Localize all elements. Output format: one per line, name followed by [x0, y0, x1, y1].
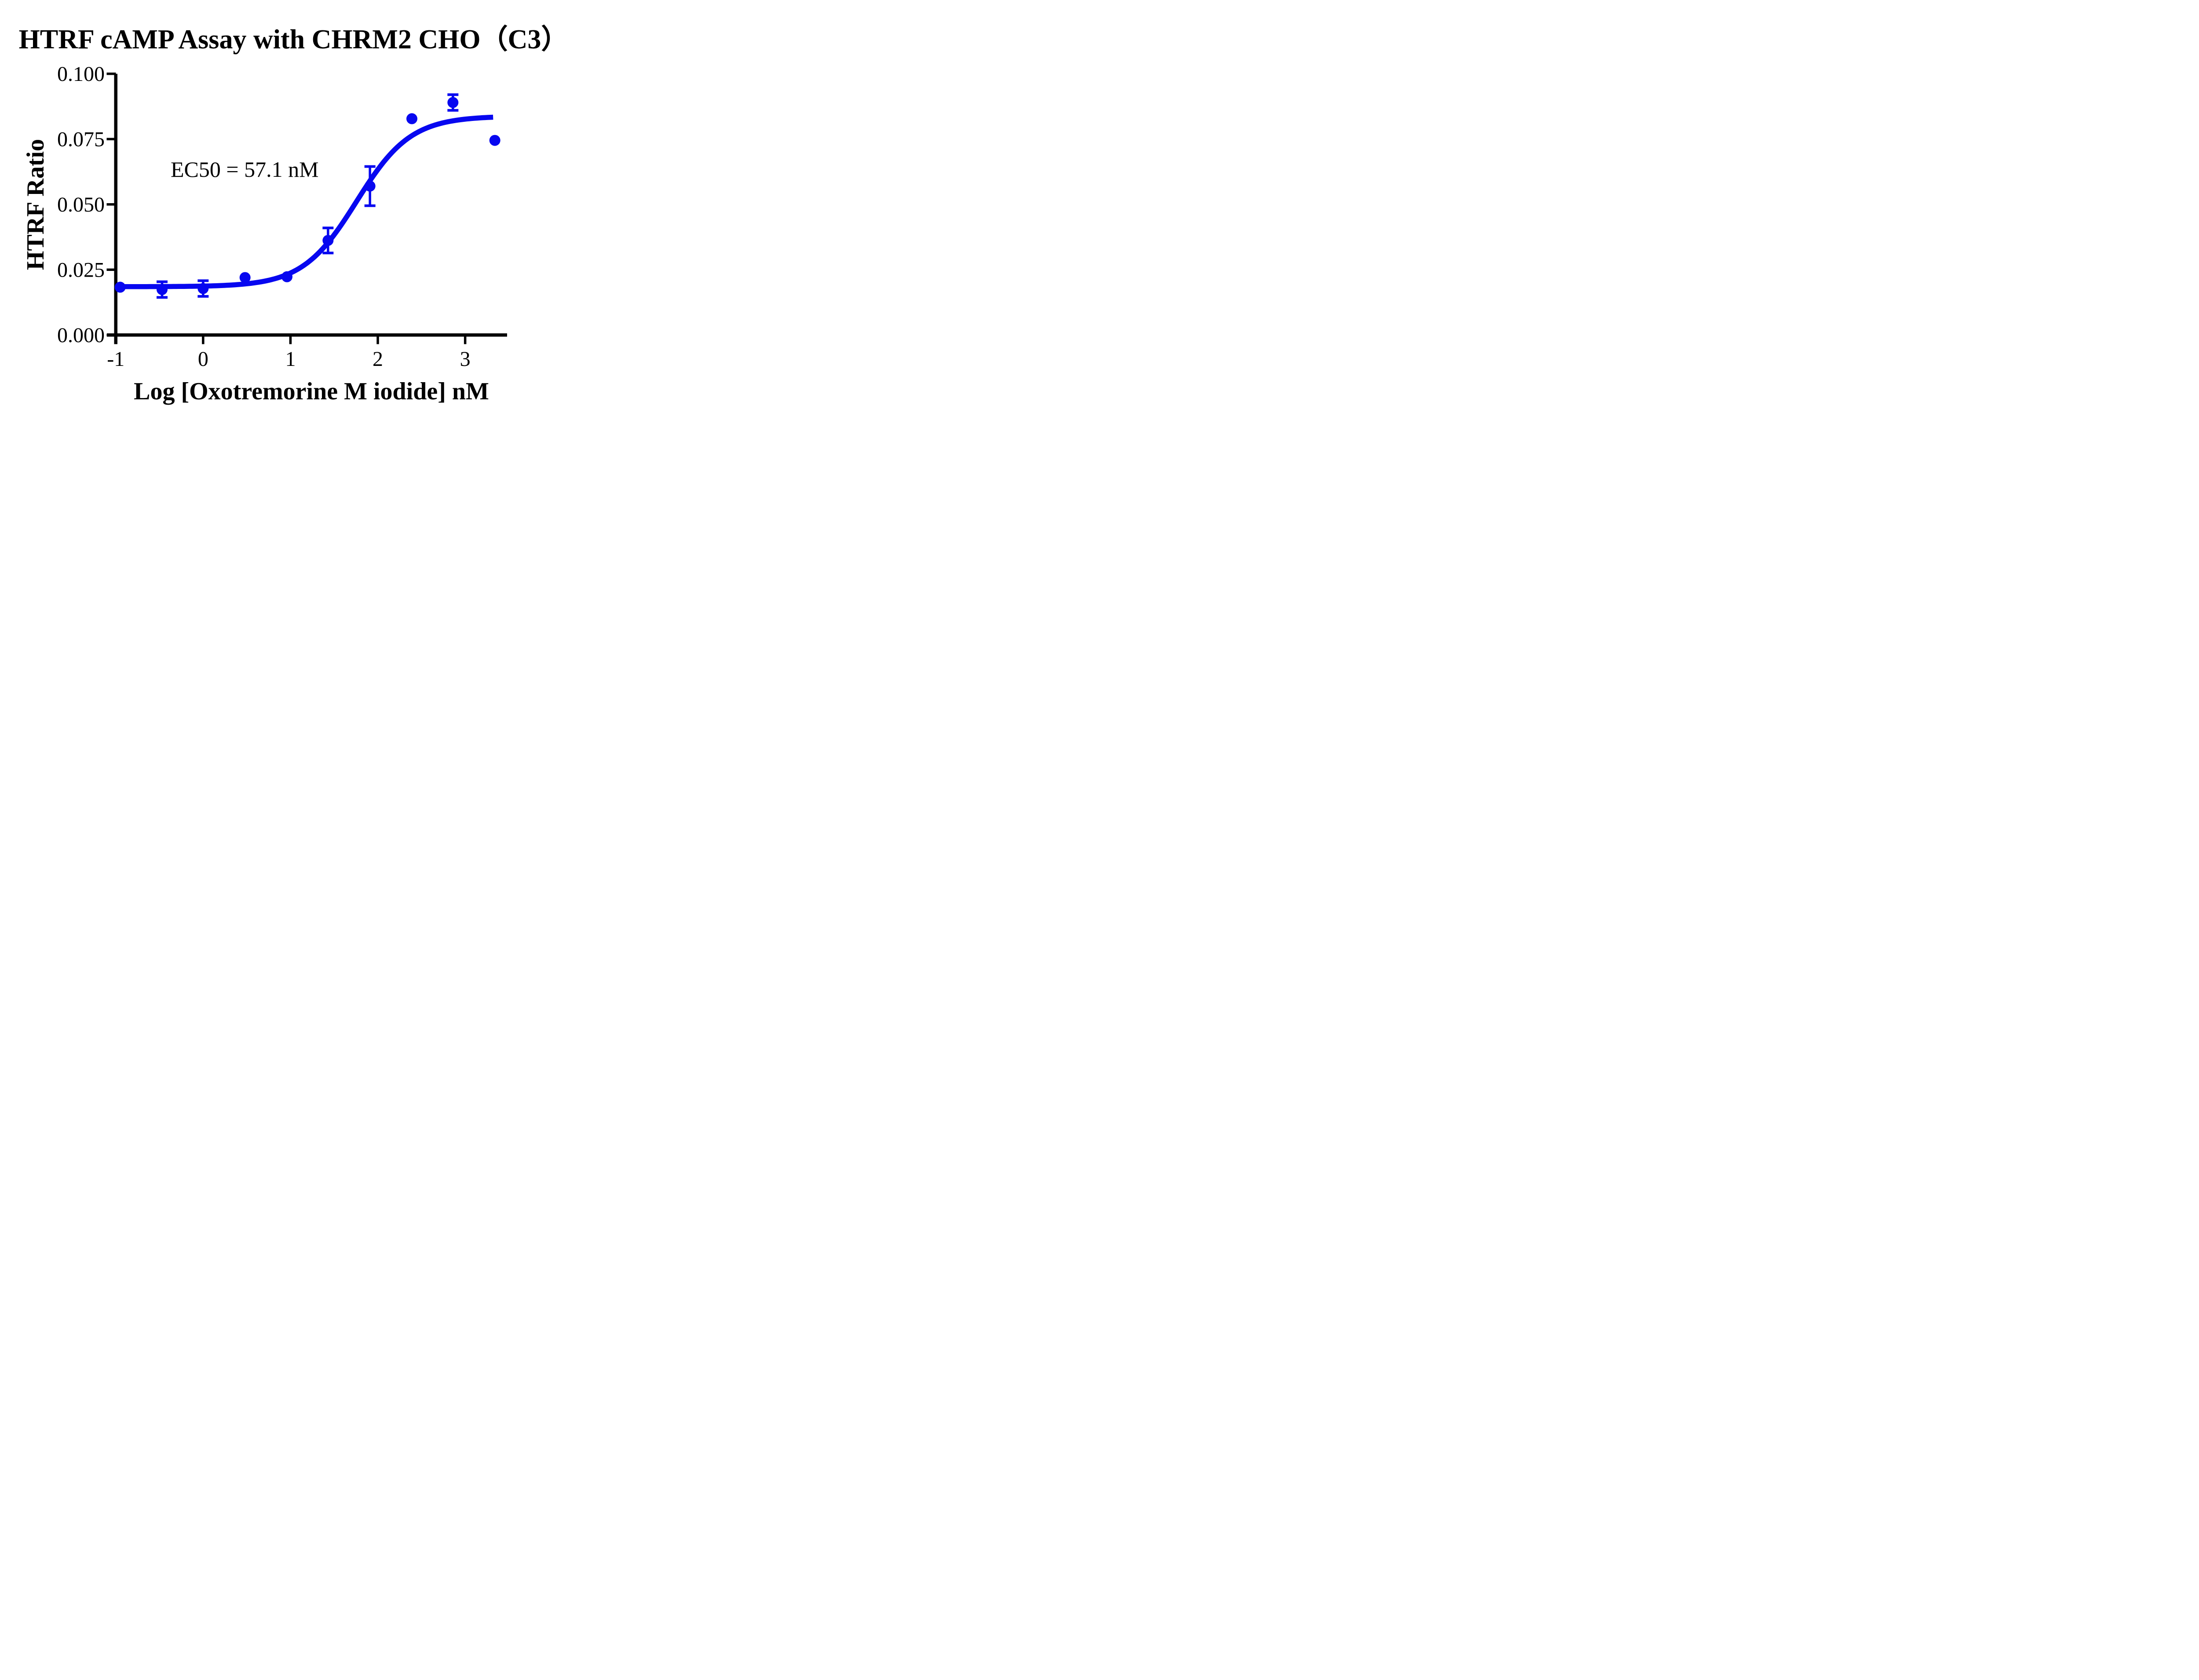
data-point-marker	[447, 97, 459, 108]
ec50-annotation: EC50 = 57.1 nM	[171, 157, 319, 182]
x-tick-label: 2	[373, 347, 383, 371]
data-point-marker	[239, 272, 251, 283]
fit-curve	[120, 114, 493, 289]
y-tick-label: 0.100	[57, 62, 105, 86]
y-tick-label: 0.050	[57, 193, 105, 216]
x-tick-label: 3	[460, 347, 471, 371]
data-point-marker	[322, 235, 334, 246]
x-tick-label: 1	[285, 347, 296, 371]
y-tick-label: 0.000	[57, 324, 105, 347]
x-axis-title: Log [Oxotremorine M iodide] nM	[134, 378, 489, 405]
data-point-marker	[197, 283, 209, 294]
data-point-marker	[281, 271, 293, 282]
chart-title: HTRF cAMP Assay with CHRM2 CHO（C3）	[18, 25, 569, 55]
data-point-marker	[406, 113, 418, 124]
data-point-marker	[157, 284, 168, 295]
y-tick-label: 0.025	[57, 258, 105, 281]
plot-area: 0.000 0.025 0.050 0.075 0.100 -1 0 1 2 3	[57, 62, 507, 371]
data-point-marker	[114, 281, 126, 293]
x-tick-label: 0	[198, 347, 208, 371]
x-tick-label: -1	[107, 347, 124, 371]
y-tick-label: 0.075	[57, 128, 105, 151]
data-point-marker	[364, 180, 376, 192]
figure: HTRF cAMP Assay with CHRM2 CHO（C3） HTRF …	[0, 0, 587, 420]
data-point-marker	[489, 135, 500, 146]
